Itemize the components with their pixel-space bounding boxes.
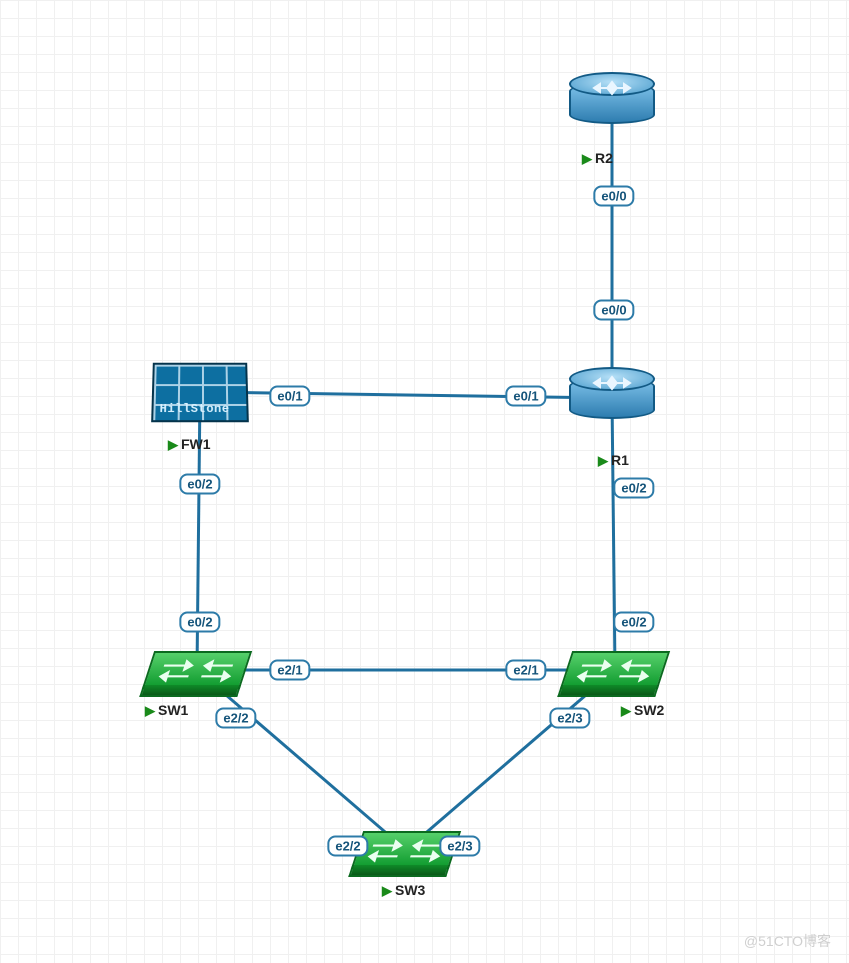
port-label: e2/1 <box>269 660 310 681</box>
status-run-icon: ▶ <box>382 883 392 898</box>
watermark: @51CTO博客 <box>744 931 831 951</box>
link-SW2-SW3 <box>406 670 615 850</box>
device-label-sw2: ▶SW2 <box>621 702 664 719</box>
status-run-icon: ▶ <box>598 453 608 468</box>
status-run-icon: ▶ <box>621 703 631 718</box>
port-label: e0/2 <box>179 612 220 633</box>
port-label: e0/2 <box>613 478 654 499</box>
device-label-sw3: ▶SW3 <box>382 882 425 899</box>
port-label: e2/2 <box>215 708 256 729</box>
link-SW1-SW3 <box>197 670 406 850</box>
status-run-icon: ▶ <box>145 703 155 718</box>
device-sw1[interactable] <box>148 651 246 689</box>
device-fw1[interactable]: HillStone <box>152 362 248 422</box>
device-label-fw1: ▶FW1 <box>168 436 211 453</box>
device-label-r2: ▶R2 <box>582 150 613 167</box>
link-FW1-R1 <box>200 392 612 398</box>
port-label: e2/2 <box>327 836 368 857</box>
device-sw2[interactable] <box>566 651 664 689</box>
device-r1[interactable] <box>569 367 655 429</box>
device-r2[interactable] <box>569 72 655 134</box>
port-label: e0/1 <box>505 386 546 407</box>
diagram-canvas: ▶R2 ▶R1 HillStone ▶FW1 ▶SW1 ▶SW2 <box>0 0 849 963</box>
port-label: e2/3 <box>439 836 480 857</box>
port-label: e2/1 <box>505 660 546 681</box>
device-label-r1: ▶R1 <box>598 452 629 469</box>
port-label: e0/2 <box>613 612 654 633</box>
status-run-icon: ▶ <box>168 437 178 452</box>
port-label: e0/1 <box>269 386 310 407</box>
device-label-sw1: ▶SW1 <box>145 702 188 719</box>
port-label: e0/2 <box>179 474 220 495</box>
port-label: e0/0 <box>593 300 634 321</box>
link-layer <box>0 0 849 963</box>
status-run-icon: ▶ <box>582 151 592 166</box>
port-label: e2/3 <box>549 708 590 729</box>
port-label: e0/0 <box>593 186 634 207</box>
